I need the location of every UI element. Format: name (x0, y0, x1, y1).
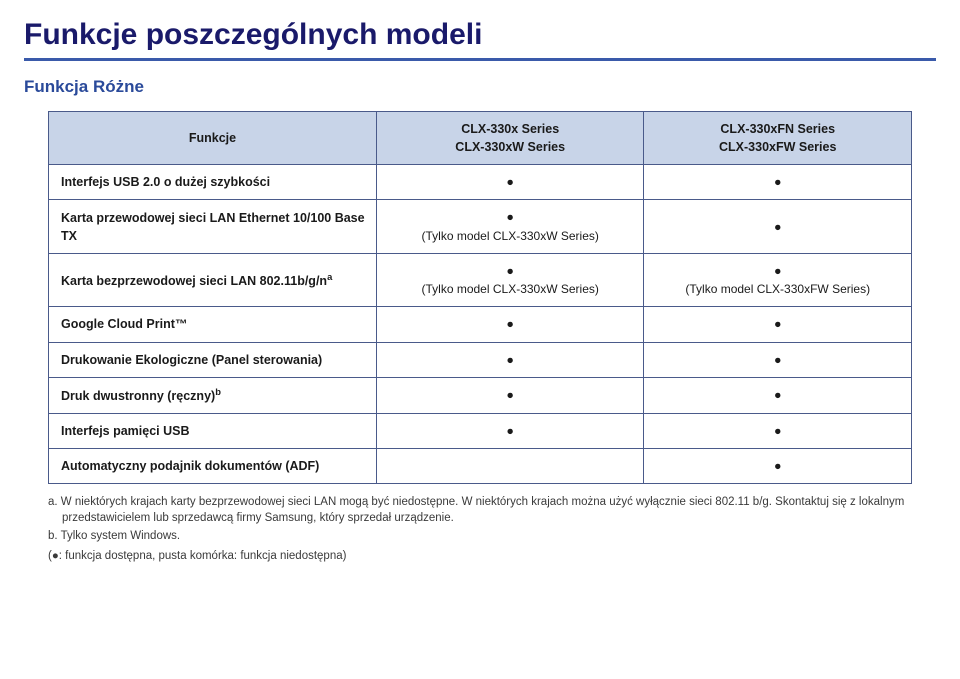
row-usbmem-label: Interfejs pamięci USB (49, 413, 377, 448)
dot: ● (506, 210, 514, 224)
row-eco-c1: ● (376, 342, 644, 377)
row-wlan-label: Karta bezprzewodowej sieci LAN 802.11b/g… (49, 253, 377, 307)
row-adf-label: Automatyczny podajnik dokumentów (ADF) (49, 449, 377, 484)
dot: ● (506, 264, 514, 278)
col-header-330xfn: CLX-330xFN Series CLX-330xFW Series (644, 112, 912, 165)
footnote-a-text1: W niektórych krajach karty bezprzewodowe… (61, 496, 905, 508)
table-row: Druk dwustronny (ręczny)b ● ● (49, 377, 912, 413)
section-title: Funkcja Różne (24, 77, 936, 97)
legend: (●: funkcja dostępna, pusta komórka: fun… (48, 548, 912, 564)
row-gcp-c1: ● (376, 307, 644, 342)
row-wlan-c1: ● (Tylko model CLX-330xW Series) (376, 253, 644, 307)
row-duplex-c2: ● (644, 377, 912, 413)
features-table: Funkcje CLX-330x Series CLX-330xW Series… (48, 111, 912, 484)
dot: ● (774, 264, 782, 278)
footnote-a-text2: przedstawicielem lub sprzedawcą firmy Sa… (48, 510, 912, 526)
row-lan-c1-note: (Tylko model CLX-330xW Series) (422, 229, 599, 243)
footnote-b: b. Tylko system Windows. (48, 528, 912, 544)
footnote-a-label: a. (48, 496, 58, 508)
row-usbmem-c1: ● (376, 413, 644, 448)
row-eco-c2: ● (644, 342, 912, 377)
footnotes: a. W niektórych krajach karty bezprzewod… (24, 494, 936, 564)
col-header-feature: Funkcje (49, 112, 377, 165)
row-gcp-label: Google Cloud Print™ (49, 307, 377, 342)
table-row: Drukowanie Ekologiczne (Panel sterowania… (49, 342, 912, 377)
col1-line1: CLX-330x Series (461, 122, 559, 136)
col-header-330x: CLX-330x Series CLX-330xW Series (376, 112, 644, 165)
row-adf-c2: ● (644, 449, 912, 484)
page-title: Funkcje poszczególnych modeli (24, 18, 936, 61)
row-duplex-sup: b (215, 387, 221, 397)
row-wlan-label-base: Karta bezprzewodowej sieci LAN 802.11b/g… (61, 274, 327, 288)
table-wrapper: Funkcje CLX-330x Series CLX-330xW Series… (24, 111, 936, 484)
col2-line2: CLX-330xFW Series (719, 140, 836, 154)
table-row: Interfejs USB 2.0 o dużej szybkości ● ● (49, 165, 912, 200)
row-wlan-c1-note: (Tylko model CLX-330xW Series) (422, 282, 599, 296)
row-wlan-sup: a (327, 272, 332, 282)
footnote-b-text: Tylko system Windows. (61, 530, 181, 542)
table-row: Automatyczny podajnik dokumentów (ADF) ● (49, 449, 912, 484)
col2-line1: CLX-330xFN Series (720, 122, 835, 136)
row-usb-c2: ● (644, 165, 912, 200)
row-lan-label: Karta przewodowej sieci LAN Ethernet 10/… (49, 200, 377, 254)
footnote-b-label: b. (48, 530, 58, 542)
row-lan-c1: ● (Tylko model CLX-330xW Series) (376, 200, 644, 254)
row-eco-label: Drukowanie Ekologiczne (Panel sterowania… (49, 342, 377, 377)
row-wlan-c2-note: (Tylko model CLX-330xFW Series) (685, 282, 870, 296)
row-usb-c1: ● (376, 165, 644, 200)
row-duplex-label: Druk dwustronny (ręczny)b (49, 377, 377, 413)
row-lan-c2: ● (644, 200, 912, 254)
row-usbmem-c2: ● (644, 413, 912, 448)
row-duplex-c1: ● (376, 377, 644, 413)
row-wlan-c2: ● (Tylko model CLX-330xFW Series) (644, 253, 912, 307)
table-row: Karta przewodowej sieci LAN Ethernet 10/… (49, 200, 912, 254)
table-row: Karta bezprzewodowej sieci LAN 802.11b/g… (49, 253, 912, 307)
table-row: Google Cloud Print™ ● ● (49, 307, 912, 342)
row-duplex-label-base: Druk dwustronny (ręczny) (61, 389, 215, 403)
row-gcp-c2: ● (644, 307, 912, 342)
table-header-row: Funkcje CLX-330x Series CLX-330xW Series… (49, 112, 912, 165)
col1-line2: CLX-330xW Series (455, 140, 565, 154)
row-usb-label: Interfejs USB 2.0 o dużej szybkości (49, 165, 377, 200)
footnote-a: a. W niektórych krajach karty bezprzewod… (48, 494, 912, 526)
row-adf-c1 (376, 449, 644, 484)
table-row: Interfejs pamięci USB ● ● (49, 413, 912, 448)
